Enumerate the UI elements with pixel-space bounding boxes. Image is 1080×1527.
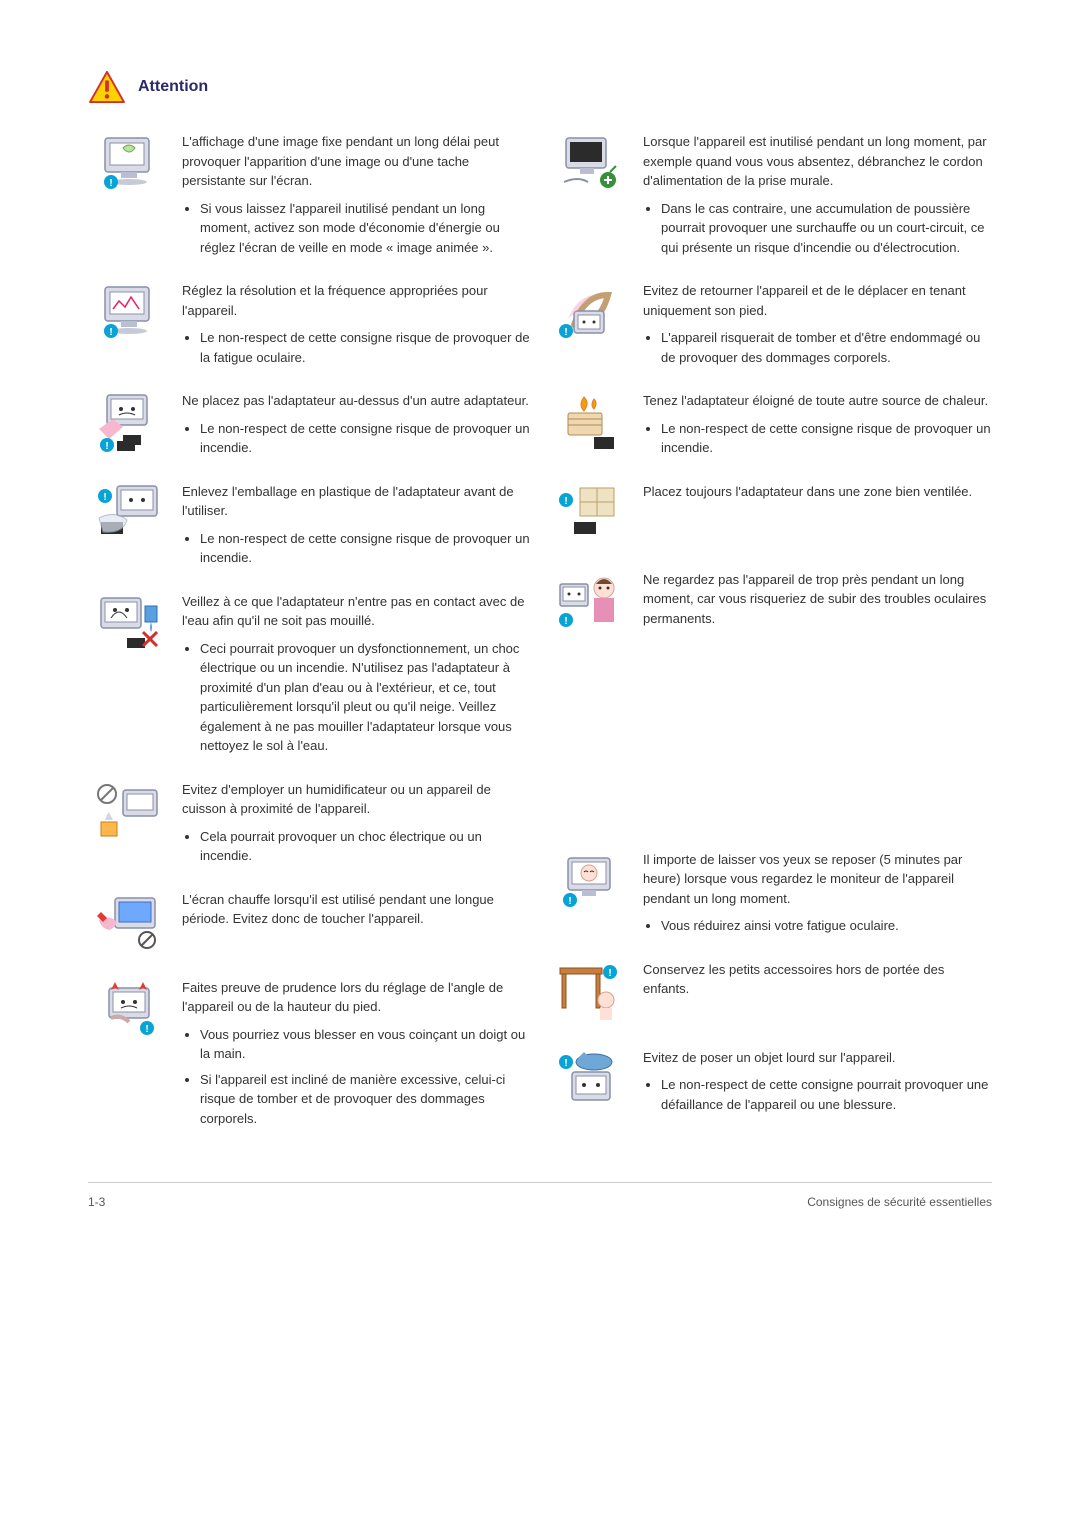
warning-item: ! Ne placez pas l'adaptateur au-dessus d… <box>88 391 531 464</box>
warning-item: L'écran chauffe lorsqu'il est utilisé pe… <box>88 890 531 960</box>
right-column: Lorsque l'appareil est inutilisé pendant… <box>549 132 992 1152</box>
warning-title: Ne regardez pas l'appareil de trop près … <box>643 570 992 629</box>
small-parts-icon: ! <box>549 960 631 1030</box>
heavy-object-icon: ! <box>549 1048 631 1118</box>
warning-item: Tenez l'adaptateur éloigné de toute autr… <box>549 391 992 464</box>
hot-screen-icon <box>88 890 170 960</box>
warning-title: Evitez d'employer un humidificateur ou u… <box>182 780 531 819</box>
warning-text: Evitez de retourner l'appareil et de le … <box>643 281 992 373</box>
svg-text:!: ! <box>568 896 571 907</box>
eye-distance-icon: ! <box>549 570 631 640</box>
warning-text: Il importe de laisser vos yeux se repose… <box>643 850 992 942</box>
eye-rest-icon: ! <box>549 850 631 920</box>
svg-text:!: ! <box>103 492 106 503</box>
warning-item: ! Placez toujours l'adaptateur dans une … <box>549 482 992 552</box>
left-column: ! L'affichage d'une image fixe pendant u… <box>88 132 531 1152</box>
warning-text: Ne regardez pas l'appareil de trop près … <box>643 570 992 640</box>
adapter-stack-icon: ! <box>88 391 170 461</box>
warning-bullet: Cela pourrait provoquer un choc électriq… <box>200 827 531 866</box>
warning-text: Enlevez l'emballage en plastique de l'ad… <box>182 482 531 574</box>
warning-bullet: Vous pourriez vous blesser en vous coinç… <box>200 1025 531 1064</box>
adapter-heat-icon <box>549 391 631 461</box>
warning-item: ! Faites preuve de prudence lors du régl… <box>88 978 531 1135</box>
warning-text: Faites preuve de prudence lors du réglag… <box>182 978 531 1135</box>
warning-text: Tenez l'adaptateur éloigné de toute autr… <box>643 391 992 464</box>
heading-row: Attention <box>88 70 992 104</box>
svg-text:!: ! <box>564 327 567 338</box>
svg-text:!: ! <box>145 1024 148 1035</box>
ventilation-icon: ! <box>549 482 631 552</box>
warning-text: Conservez les petits accessoires hors de… <box>643 960 992 1030</box>
warning-title: Il importe de laisser vos yeux se repose… <box>643 850 992 909</box>
svg-text:!: ! <box>564 496 567 507</box>
warning-bullet: L'appareil risquerait de tomber et d'êtr… <box>661 328 992 367</box>
humidifier-icon <box>88 780 170 850</box>
warning-item: Evitez d'employer un humidificateur ou u… <box>88 780 531 872</box>
warning-bullet: Ceci pourrait provoquer un dysfonctionne… <box>200 639 531 756</box>
adapter-water-icon <box>88 592 170 662</box>
warning-triangle-icon <box>88 70 126 104</box>
adapter-plastic-icon: ! <box>88 482 170 552</box>
page-number: 1-3 <box>88 1193 105 1211</box>
warning-bullet: Le non-respect de cette consigne risque … <box>200 419 531 458</box>
warning-bullet: Vous réduirez ainsi votre fatigue oculai… <box>661 916 992 936</box>
attention-heading: Attention <box>138 75 208 99</box>
warning-text: Veillez à ce que l'adaptateur n'entre pa… <box>182 592 531 762</box>
warning-title: Evitez de retourner l'appareil et de le … <box>643 281 992 320</box>
warning-bullet: Si vous laissez l'appareil inutilisé pen… <box>200 199 531 258</box>
warning-text: Placez toujours l'adaptateur dans une zo… <box>643 482 992 552</box>
warning-title: Tenez l'adaptateur éloigné de toute autr… <box>643 391 992 411</box>
svg-text:!: ! <box>608 968 611 979</box>
warning-bullet: Si l'appareil est incliné de manière exc… <box>200 1070 531 1129</box>
svg-text:!: ! <box>564 1058 567 1069</box>
page-footer: 1-3 Consignes de sécurité essentielles <box>88 1182 992 1211</box>
columns: ! L'affichage d'une image fixe pendant u… <box>88 132 992 1152</box>
page: Attention ! L'affichage d'une image fix <box>0 0 1080 1251</box>
warning-text: Evitez d'employer un humidificateur ou u… <box>182 780 531 872</box>
warning-item: ! L'affichage d'une image fixe pendant u… <box>88 132 531 263</box>
warning-item: Veillez à ce que l'adaptateur n'entre pa… <box>88 592 531 762</box>
warning-item: ! Réglez la résolution et la fréquence a… <box>88 281 531 373</box>
warning-text: Réglez la résolution et la fréquence app… <box>182 281 531 373</box>
warning-item: ! Conservez les petits accessoires hors … <box>549 960 992 1030</box>
no-flip-icon: ! <box>549 281 631 351</box>
warning-title: Conservez les petits accessoires hors de… <box>643 960 992 999</box>
warning-title: Faites preuve de prudence lors du réglag… <box>182 978 531 1017</box>
monitor-burnin-icon: ! <box>88 132 170 202</box>
monitor-resolution-icon: ! <box>88 281 170 351</box>
svg-text:!: ! <box>564 616 567 627</box>
warning-text: Evitez de poser un objet lourd sur l'app… <box>643 1048 992 1121</box>
warning-text: Ne placez pas l'adaptateur au-dessus d'u… <box>182 391 531 464</box>
warning-text: L'écran chauffe lorsqu'il est utilisé pe… <box>182 890 531 960</box>
warning-item: ! Il importe de laisser vos yeux se repo… <box>549 850 992 942</box>
warning-bullet: Le non-respect de cette consigne risque … <box>200 328 531 367</box>
warning-title: Ne placez pas l'adaptateur au-dessus d'u… <box>182 391 531 411</box>
adjust-angle-icon: ! <box>88 978 170 1048</box>
warning-bullet: Le non-respect de cette consigne pourrai… <box>661 1075 992 1114</box>
warning-text: L'affichage d'une image fixe pendant un … <box>182 132 531 263</box>
warning-title: Réglez la résolution et la fréquence app… <box>182 281 531 320</box>
warning-text: Lorsque l'appareil est inutilisé pendant… <box>643 132 992 263</box>
warning-title: L'écran chauffe lorsqu'il est utilisé pe… <box>182 890 531 929</box>
warning-title: Evitez de poser un objet lourd sur l'app… <box>643 1048 992 1068</box>
footer-title: Consignes de sécurité essentielles <box>807 1193 992 1211</box>
warning-item: ! Ne regardez pas l'appareil de trop prè… <box>549 570 992 640</box>
svg-text:!: ! <box>109 178 112 189</box>
svg-text:!: ! <box>105 441 108 452</box>
warning-title: Enlevez l'emballage en plastique de l'ad… <box>182 482 531 521</box>
warning-title: Veillez à ce que l'adaptateur n'entre pa… <box>182 592 531 631</box>
warning-item: Lorsque l'appareil est inutilisé pendant… <box>549 132 992 263</box>
warning-item: ! Enlevez l'emballage en plastique de l'… <box>88 482 531 574</box>
warning-bullet: Le non-respect de cette consigne risque … <box>661 419 992 458</box>
warning-item: ! Evitez de retourner l'appareil et de l… <box>549 281 992 373</box>
unplug-icon <box>549 132 631 202</box>
warning-bullet: Dans le cas contraire, une accumulation … <box>661 199 992 258</box>
svg-text:!: ! <box>109 327 112 338</box>
warning-bullet: Le non-respect de cette consigne risque … <box>200 529 531 568</box>
warning-title: Lorsque l'appareil est inutilisé pendant… <box>643 132 992 191</box>
warning-title: L'affichage d'une image fixe pendant un … <box>182 132 531 191</box>
warning-item: ! Evitez de poser un objet lourd sur l'a… <box>549 1048 992 1121</box>
warning-title: Placez toujours l'adaptateur dans une zo… <box>643 482 992 502</box>
